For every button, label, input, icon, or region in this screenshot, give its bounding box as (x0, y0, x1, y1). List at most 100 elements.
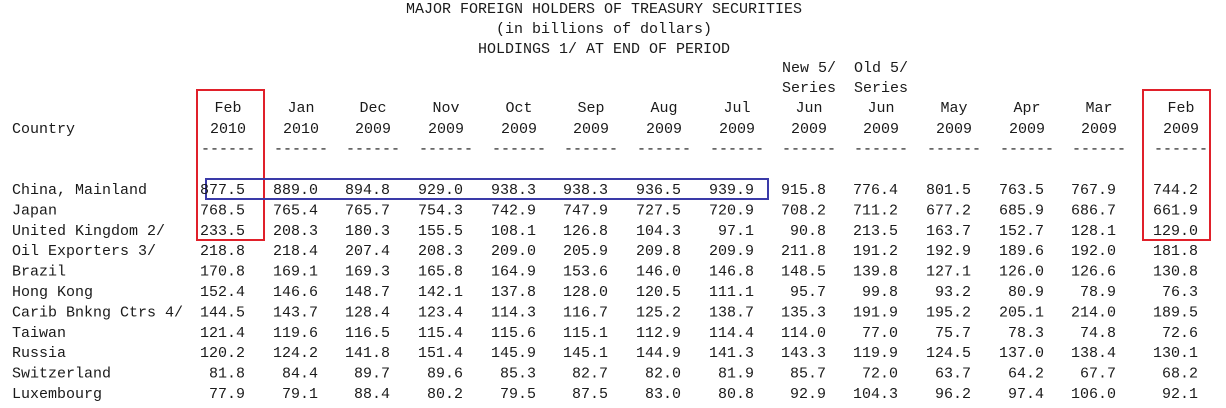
cell-value: 116.5 (345, 325, 390, 342)
cell-value: 148.5 (781, 264, 826, 281)
cell-value: 747.9 (563, 202, 608, 219)
cell-value: 77.9 (209, 386, 245, 403)
cell-value: 894.8 (345, 182, 390, 199)
cell-value: 123.4 (418, 304, 463, 321)
cell-value: 153.6 (563, 264, 608, 281)
column-series: Series (854, 80, 908, 97)
cell-value: 104.3 (636, 223, 681, 240)
cell-value: 686.7 (1071, 202, 1116, 219)
cell-value: 114.3 (491, 304, 536, 321)
cell-value: 209.0 (491, 243, 536, 260)
cell-value: 152.7 (999, 223, 1044, 240)
cell-value: 115.1 (563, 325, 608, 342)
column-rule: ------ (564, 141, 618, 158)
column-year: 2010 (283, 121, 319, 138)
note: HOLDINGS 1/ AT END OF PERIOD (478, 41, 730, 58)
cell-value: 116.7 (563, 304, 608, 321)
cell-value: 169.3 (345, 264, 390, 281)
cell-value: 192.0 (1071, 243, 1116, 260)
cell-value: 189.6 (999, 243, 1044, 260)
column-year: 2009 (428, 121, 464, 138)
cell-value: 144.5 (200, 304, 245, 321)
cell-value: 145.1 (563, 345, 608, 362)
cell-value: 112.9 (636, 325, 681, 342)
country: Luxembourg (12, 386, 102, 403)
cell-value: 97.1 (718, 223, 754, 240)
cell-value: 68.2 (1162, 366, 1198, 383)
cell-value: 90.8 (790, 223, 826, 240)
cell-value: 79.1 (282, 386, 318, 403)
cell-value: 189.5 (1153, 304, 1198, 321)
column-month: Dec (359, 100, 386, 117)
cell-value: 119.9 (853, 345, 898, 362)
cell-value: 128.0 (563, 284, 608, 301)
column-month: Feb (214, 100, 241, 117)
cell-value: 104.3 (853, 386, 898, 403)
cell-value: 108.1 (491, 223, 536, 240)
column-year: 2010 (210, 121, 246, 138)
cell-value: 114.0 (781, 325, 826, 342)
cell-value: 67.7 (1080, 366, 1116, 383)
cell-value: 115.4 (418, 325, 463, 342)
cell-value: 119.6 (273, 325, 318, 342)
cell-value: 63.7 (935, 366, 971, 383)
cell-value: 708.2 (781, 202, 826, 219)
cell-value: 143.7 (273, 304, 318, 321)
cell-value: 82.7 (572, 366, 608, 383)
cell-value: 95.7 (790, 284, 826, 301)
column-top: Old 5/ (854, 60, 908, 77)
cell-value: 195.2 (926, 304, 971, 321)
cell-value: 915.8 (781, 182, 826, 199)
cell-value: 677.2 (926, 202, 971, 219)
column-rule: ------ (274, 141, 328, 158)
cell-value: 929.0 (418, 182, 463, 199)
cell-value: 938.3 (563, 182, 608, 199)
cell-value: 801.5 (926, 182, 971, 199)
cell-value: 142.1 (418, 284, 463, 301)
column-rule: ------ (927, 141, 981, 158)
cell-value: 74.8 (1080, 325, 1116, 342)
cell-value: 114.4 (709, 325, 754, 342)
column-rule: ------ (201, 141, 255, 158)
cell-value: 209.8 (636, 243, 681, 260)
cell-value: 170.8 (200, 264, 245, 281)
cell-value: 92.9 (790, 386, 826, 403)
cell-value: 744.2 (1153, 182, 1198, 199)
cell-value: 80.2 (427, 386, 463, 403)
cell-value: 130.8 (1153, 264, 1198, 281)
cell-value: 720.9 (709, 202, 754, 219)
column-series: Series (782, 80, 836, 97)
cell-value: 106.0 (1071, 386, 1116, 403)
column-month: Feb (1167, 100, 1194, 117)
cell-value: 126.0 (999, 264, 1044, 281)
cell-value: 146.0 (636, 264, 681, 281)
cell-value: 96.2 (935, 386, 971, 403)
column-year: 2009 (501, 121, 537, 138)
cell-value: 120.2 (200, 345, 245, 362)
column-year: 2009 (1009, 121, 1045, 138)
cell-value: 151.4 (418, 345, 463, 362)
cell-value: 191.9 (853, 304, 898, 321)
cell-value: 76.3 (1162, 284, 1198, 301)
cell-value: 936.5 (636, 182, 681, 199)
country: United Kingdom 2/ (12, 223, 165, 240)
column-rule: ------ (710, 141, 764, 158)
cell-value: 89.6 (427, 366, 463, 383)
column-month: Jun (867, 100, 894, 117)
cell-value: 88.4 (354, 386, 390, 403)
country: Russia (12, 345, 66, 362)
cell-value: 205.1 (999, 304, 1044, 321)
cell-value: 938.3 (491, 182, 536, 199)
cell-value: 727.5 (636, 202, 681, 219)
cell-value: 64.2 (1008, 366, 1044, 383)
cell-value: 93.2 (935, 284, 971, 301)
cell-value: 889.0 (273, 182, 318, 199)
cell-value: 144.9 (636, 345, 681, 362)
cell-value: 181.8 (1153, 243, 1198, 260)
highlight-box (205, 178, 769, 200)
cell-value: 146.8 (709, 264, 754, 281)
cell-value: 130.1 (1153, 345, 1198, 362)
cell-value: 214.0 (1071, 304, 1116, 321)
column-rule: ------ (1154, 141, 1208, 158)
column-rule: ------ (782, 141, 836, 158)
